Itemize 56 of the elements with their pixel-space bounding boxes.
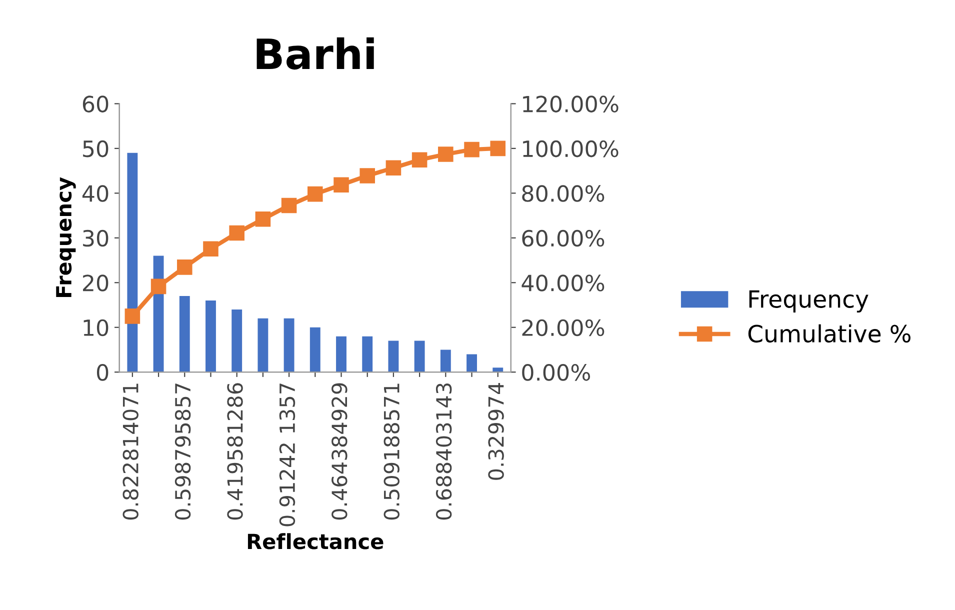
x-tick-label: 0.509188571 (384, 384, 400, 520)
point (386, 160, 402, 176)
y-tick-label: 60 (82, 96, 108, 112)
bar (232, 309, 242, 372)
point (412, 152, 428, 168)
x-tick-label: 0.329974 (488, 382, 504, 480)
bar (310, 327, 320, 372)
bar (284, 318, 294, 372)
point (150, 278, 166, 294)
legend-label: Frequency (749, 290, 868, 313)
bar (258, 318, 268, 372)
y-tick-label: 30 (83, 230, 108, 247)
point (308, 186, 323, 202)
bar (492, 368, 504, 372)
y2-tick-label: 80.00% (522, 185, 604, 202)
bar (362, 336, 373, 372)
y-tick-label: 10 (84, 319, 108, 336)
point (203, 241, 218, 256)
point (438, 146, 454, 162)
y2-tick-label: 60.00% (522, 230, 604, 247)
y2-tick-label: 40.00% (522, 274, 604, 292)
y-tick-label: 20 (83, 274, 108, 292)
bar (179, 296, 190, 372)
y-axis-title: Frequency (56, 177, 76, 297)
y2-tick-label: 0.00% (522, 364, 590, 381)
y2-tick-label: 20.00% (522, 319, 604, 336)
y2-tick-label: 120.00% (523, 96, 618, 112)
point (229, 225, 244, 241)
x-tick-label: 0.419581286 (227, 383, 243, 520)
y-tick-label: 50 (83, 140, 108, 158)
x-axis-title: Reflectance (248, 533, 384, 550)
legend-label: Cumulative % (748, 324, 910, 343)
x-tick-label: 0.464384929 (332, 383, 348, 520)
point (176, 260, 192, 275)
point (490, 140, 506, 156)
chart-title: Barhi (256, 37, 374, 70)
point (464, 142, 480, 158)
point (360, 168, 375, 184)
x-tick-label: 0.91242 1357 (279, 384, 296, 526)
bar (466, 354, 477, 372)
point (255, 211, 271, 227)
point (334, 177, 349, 193)
bar (440, 350, 451, 372)
y2-tick-label: 100.00% (523, 140, 618, 158)
bar (127, 152, 138, 372)
x-tick-label: 0.688403143 (436, 383, 452, 520)
y-tick-label: 0 (96, 364, 108, 381)
point (124, 308, 140, 324)
y-tick-label: 40 (82, 185, 108, 202)
bar (206, 300, 216, 372)
point (281, 198, 297, 214)
bar (414, 340, 425, 372)
bar (336, 336, 346, 372)
bar (388, 340, 399, 372)
x-tick-label: 0.822814071 (122, 384, 138, 520)
x-tick-label: 0.598795857 (174, 384, 191, 520)
